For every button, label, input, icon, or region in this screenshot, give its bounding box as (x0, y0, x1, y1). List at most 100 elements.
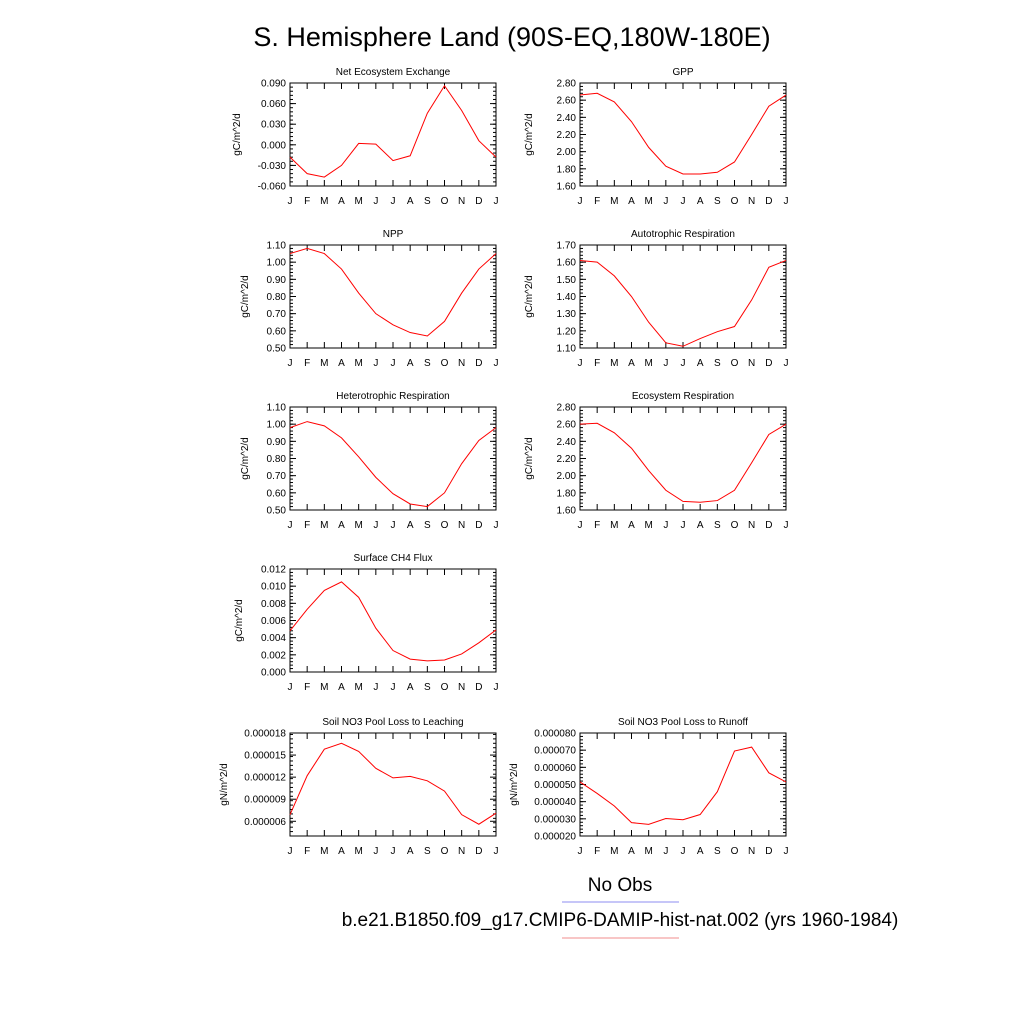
y-tick-label: 0.70 (267, 471, 287, 482)
series-line (579, 92, 787, 175)
x-tick-label: J (681, 196, 686, 207)
x-tick-label: A (338, 196, 345, 207)
chart-title: Heterotrophic Respiration (336, 391, 449, 402)
x-tick-label: A (697, 520, 704, 531)
x-tick-label: J (494, 358, 499, 369)
y-tick-label: 0.90 (267, 275, 287, 286)
x-tick-label: J (373, 358, 378, 369)
x-tick-label: N (458, 196, 465, 207)
plot-frame (289, 244, 497, 349)
x-tick-label: S (424, 358, 431, 369)
x-tick-label: D (475, 520, 482, 531)
chart-title: Surface CH4 Flux (354, 553, 433, 564)
x-tick-label: N (748, 358, 755, 369)
x-tick-label: M (354, 846, 362, 857)
y-tick-label: -0.060 (258, 182, 287, 193)
panels: Net Ecosystem Exchange-0.060-0.0300.0000… (219, 67, 789, 857)
y-tick-label: 1.10 (557, 344, 577, 355)
plot-frame (579, 406, 787, 511)
y-tick-label: 0.60 (267, 326, 287, 337)
x-tick-label: S (714, 358, 721, 369)
legend-label-obs: No Obs (588, 875, 652, 896)
x-tick-label: O (731, 520, 739, 531)
y-axis-label: gN/m^2/d (509, 763, 520, 806)
x-tick-label: A (338, 358, 345, 369)
x-tick-label: J (578, 196, 583, 207)
y-tick-label: 0.000009 (244, 795, 286, 806)
x-tick-label: O (731, 358, 739, 369)
y-tick-label: -0.030 (258, 161, 287, 172)
y-tick-label: 2.00 (557, 147, 577, 158)
y-tick-label: 0.90 (267, 437, 287, 448)
y-tick-label: 0.060 (261, 99, 286, 110)
x-tick-label: N (458, 682, 465, 693)
x-tick-label: M (354, 520, 362, 531)
plot-frame (579, 82, 787, 187)
x-tick-label: N (458, 846, 465, 857)
y-tick-label: 2.60 (557, 420, 577, 431)
x-tick-label: D (765, 520, 772, 531)
y-tick-label: 0.80 (267, 454, 287, 465)
x-tick-label: D (765, 846, 772, 857)
y-tick-label: 0.030 (261, 120, 286, 131)
y-tick-label: 0.010 (261, 582, 286, 593)
x-tick-label: A (407, 520, 414, 531)
y-tick-label: 0.000006 (244, 817, 286, 828)
x-tick-label: A (697, 196, 704, 207)
x-tick-label: D (475, 358, 482, 369)
x-tick-label: A (697, 358, 704, 369)
x-tick-label: J (391, 846, 396, 857)
series-line (289, 421, 497, 508)
x-tick-label: J (391, 682, 396, 693)
x-tick-label: O (441, 358, 449, 369)
x-tick-label: M (610, 520, 618, 531)
y-tick-label: 1.60 (557, 182, 577, 193)
x-tick-label: J (784, 846, 789, 857)
x-tick-label: J (681, 846, 686, 857)
x-tick-label: J (288, 520, 293, 531)
y-tick-label: 1.60 (557, 506, 577, 517)
x-tick-label: D (475, 196, 482, 207)
x-tick-label: M (320, 358, 328, 369)
x-tick-label: F (304, 846, 310, 857)
y-tick-label: 0.60 (267, 488, 287, 499)
x-tick-label: A (628, 520, 635, 531)
y-tick-label: 1.30 (557, 309, 577, 320)
x-tick-label: A (338, 682, 345, 693)
x-tick-label: J (578, 846, 583, 857)
x-tick-label: J (681, 358, 686, 369)
x-tick-label: M (320, 846, 328, 857)
y-axis-label: gC/m^2/d (524, 437, 535, 480)
y-axis-label: gC/m^2/d (240, 275, 251, 318)
y-tick-label: 0.006 (261, 616, 286, 627)
y-tick-label: 0.000020 (534, 832, 576, 843)
y-tick-label: 0.002 (261, 650, 286, 661)
x-tick-label: N (748, 196, 755, 207)
x-tick-label: F (594, 520, 600, 531)
y-tick-label: 0.000015 (244, 751, 286, 762)
chart-panel: Soil NO3 Pool Loss to Leaching 0.000006 0.… (219, 717, 499, 857)
chart-panel: Autotrophic Respiration 1.10 1.20 1.30 1.40 1… (524, 229, 789, 369)
x-tick-label: J (494, 520, 499, 531)
y-tick-label: 0.000080 (534, 729, 576, 740)
x-tick-label: J (784, 358, 789, 369)
x-tick-label: S (424, 520, 431, 531)
legend-label-model: b.e21.B1850.f09_g17.CMIP6-DAMIP-hist-nat… (342, 910, 899, 931)
plot-frame (289, 568, 497, 673)
x-tick-label: F (304, 196, 310, 207)
y-tick-label: 1.00 (267, 258, 287, 269)
x-tick-label: N (748, 846, 755, 857)
x-tick-label: J (373, 846, 378, 857)
x-tick-label: S (714, 196, 721, 207)
y-tick-label: 0.000 (261, 140, 286, 151)
x-tick-label: M (644, 846, 652, 857)
y-tick-label: 2.00 (557, 471, 577, 482)
chart-title: GPP (672, 67, 693, 78)
y-tick-label: 1.80 (557, 164, 577, 175)
legend: No Obs b.e21.B1850.f09_g17.CMIP6-DAMIP-h… (342, 875, 899, 939)
x-tick-label: J (784, 520, 789, 531)
x-tick-label: M (644, 196, 652, 207)
y-axis-label: gC/m^2/d (524, 113, 535, 156)
